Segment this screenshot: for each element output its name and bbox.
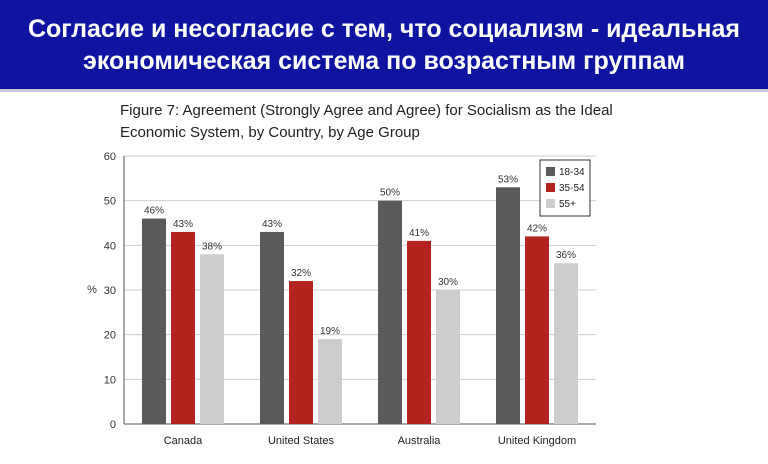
- y-tick-label: 40: [104, 240, 116, 252]
- data-label: 36%: [556, 250, 576, 261]
- bar: [260, 231, 284, 424]
- y-tick-label: 10: [104, 374, 116, 386]
- y-tick-label: 60: [104, 151, 116, 163]
- bar: [200, 254, 224, 424]
- x-tick-label: United Kingdom: [498, 435, 576, 447]
- x-tick-label: United States: [268, 435, 335, 447]
- data-label: 32%: [291, 268, 311, 279]
- data-label: 41%: [409, 228, 429, 239]
- y-tick-label: 50: [104, 196, 116, 208]
- bar: [554, 263, 578, 424]
- bar: [436, 290, 460, 424]
- legend-swatch: [546, 167, 555, 176]
- bar: [378, 200, 402, 424]
- bar: [289, 281, 313, 424]
- banner-title-line-1: Согласие и несогласие с тем, что социали…: [27, 14, 741, 43]
- y-tick-label: 30: [104, 285, 116, 297]
- data-label: 30%: [438, 277, 458, 288]
- data-label: 42%: [527, 223, 547, 234]
- bar: [496, 187, 520, 424]
- data-label: 46%: [144, 206, 164, 217]
- bar: [142, 218, 166, 424]
- chart-title: Figure 7: Agreement (Strongly Agree and …: [120, 102, 613, 141]
- legend-label: 55+: [559, 199, 576, 210]
- y-tick-label: 20: [104, 330, 116, 342]
- legend-label: 18-34: [559, 167, 585, 178]
- data-label: 53%: [498, 174, 518, 185]
- bar: [407, 240, 431, 424]
- y-tick-label: 0: [110, 419, 116, 431]
- x-tick-label: Canada: [164, 435, 203, 447]
- title-banner: Согласие и несогласие с тем, что социали…: [0, 0, 768, 92]
- bar: [171, 231, 195, 424]
- x-tick-label: Australia: [398, 435, 442, 447]
- data-label: 50%: [380, 188, 400, 199]
- y-axis-label: %: [87, 284, 97, 296]
- legend-swatch: [546, 183, 555, 192]
- bar: [318, 339, 342, 424]
- data-label: 43%: [262, 219, 282, 230]
- data-label: 19%: [320, 326, 340, 337]
- data-label: 43%: [173, 219, 193, 230]
- legend-label: 35-54: [559, 183, 585, 194]
- banner-title-line-2: экономическая система по возрастным груп…: [83, 46, 685, 75]
- bar: [525, 236, 549, 424]
- data-label: 38%: [202, 241, 222, 252]
- legend-swatch: [546, 199, 555, 208]
